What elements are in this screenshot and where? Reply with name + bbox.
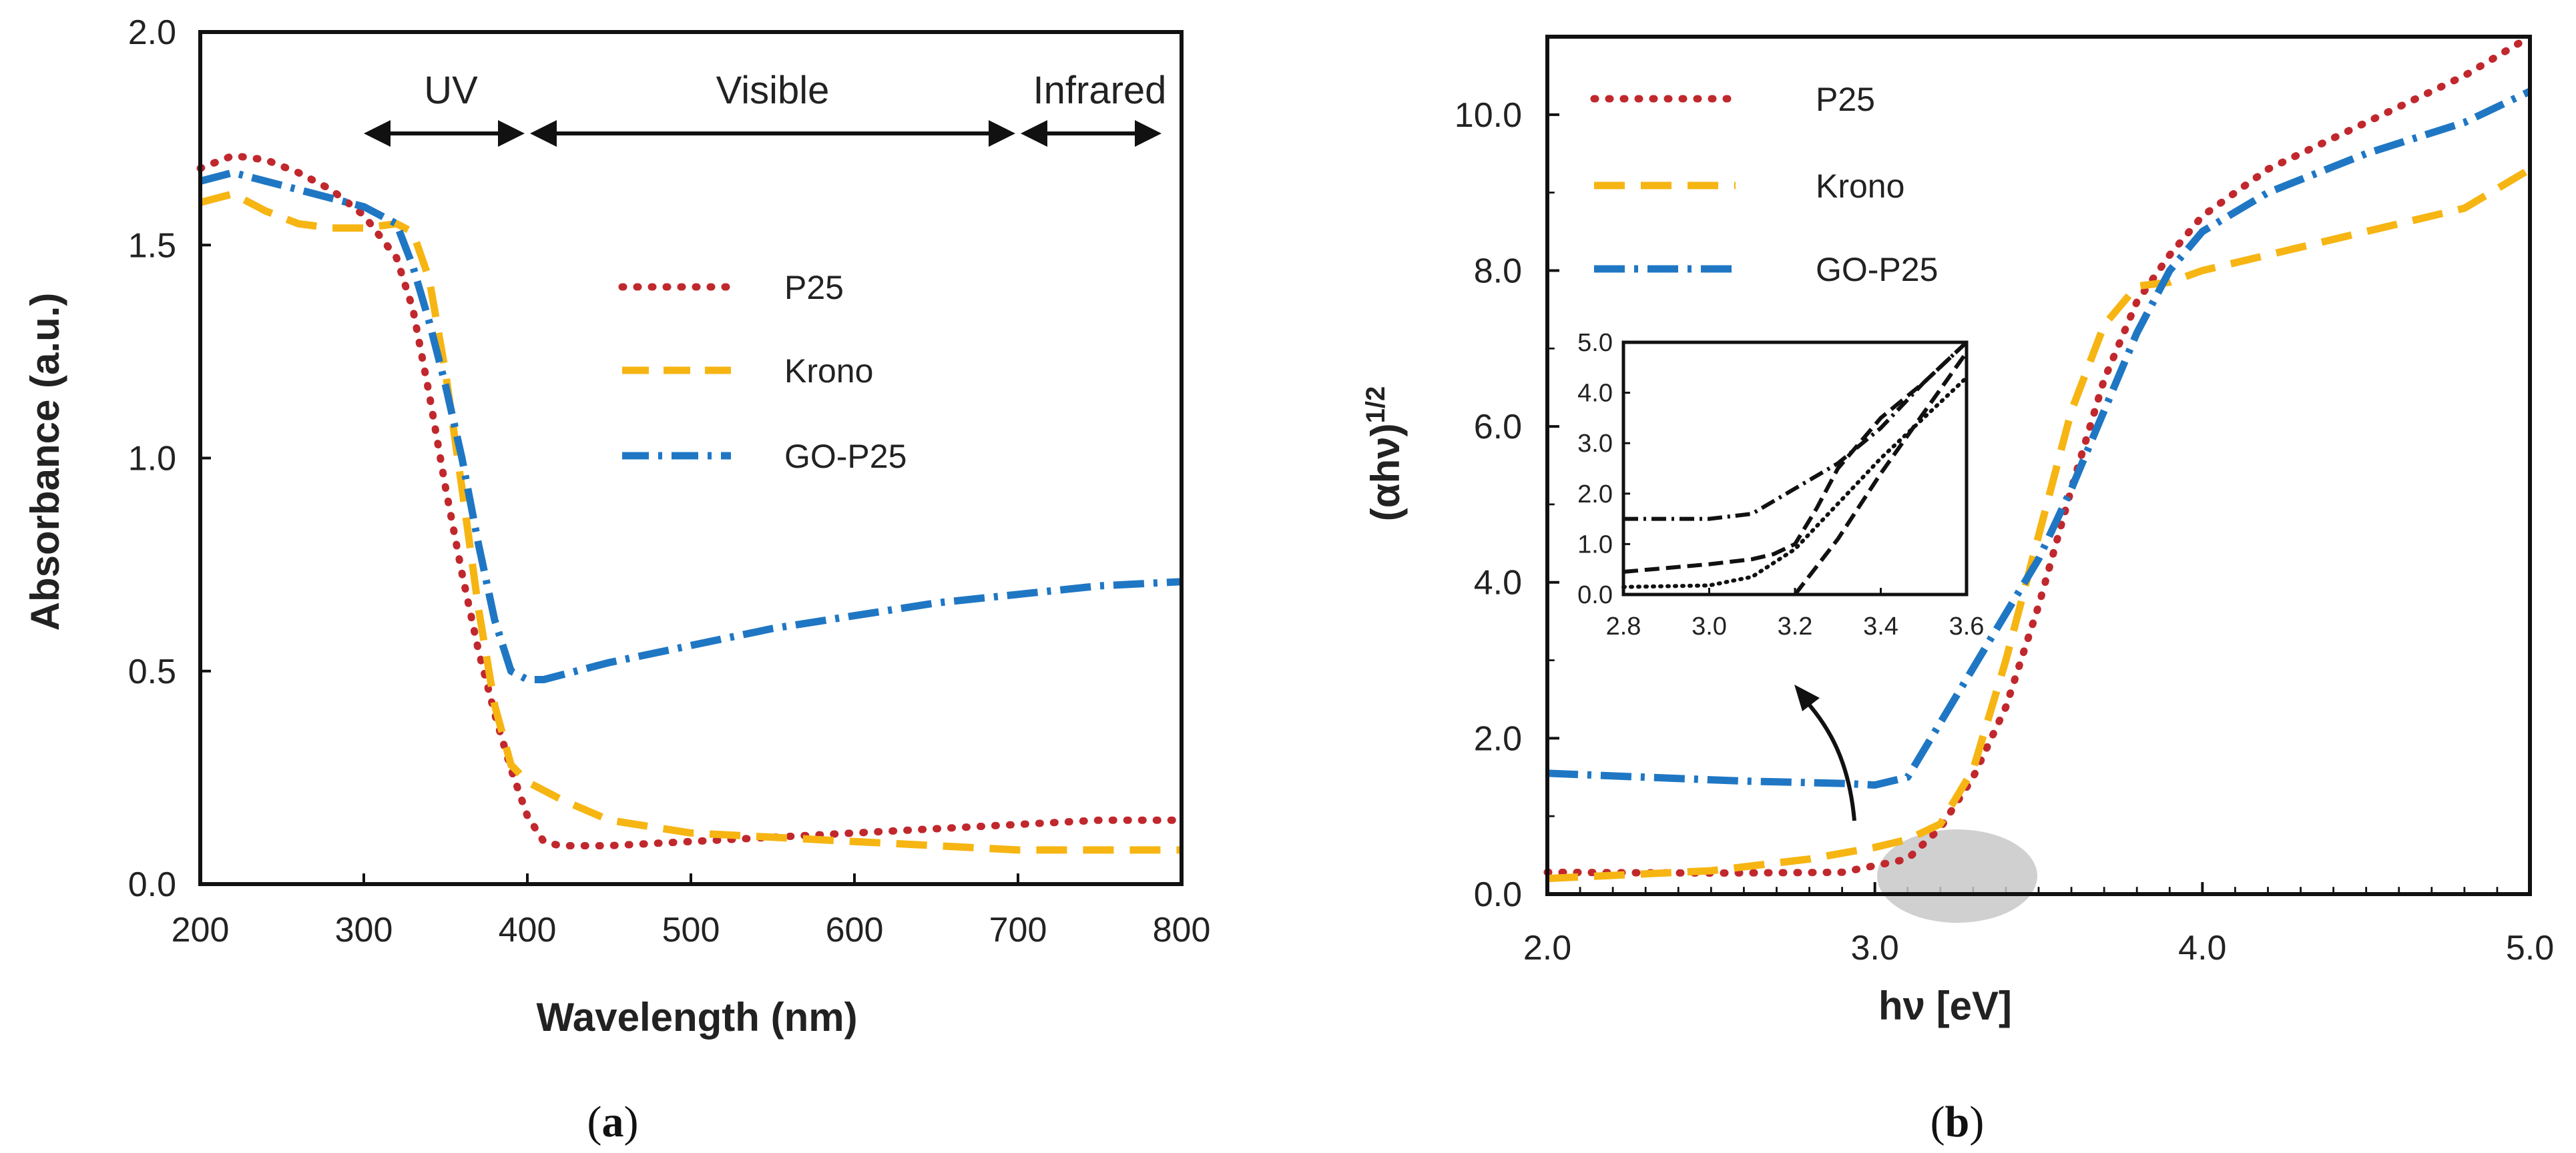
- panel-b-y-axis-label-sup: 1/2: [1361, 386, 1390, 424]
- series-line-krono: [1547, 165, 2532, 883]
- x-tick-label: 3.6: [1949, 613, 1985, 641]
- series-line-steep: [1793, 351, 1969, 596]
- panel-a-y-axis-label: Absorbance (a.u.): [23, 293, 67, 631]
- y-tick-label: 0.0: [128, 865, 176, 904]
- panel-a-tick-labels: 200 300 400 500 600 700 800 0.0 0.5 1.0 1.5 2.0: [128, 13, 1211, 949]
- panel-b-caption: (b): [1930, 1098, 1985, 1146]
- x-tick-label: 700: [989, 911, 1047, 949]
- y-tick-label: 0.0: [1577, 581, 1613, 609]
- region-label-infrared: Infrared: [1033, 69, 1167, 112]
- y-tick-label: 0.0: [1474, 875, 1522, 914]
- x-tick-label: 5.0: [2506, 929, 2554, 968]
- y-tick-label: 6.0: [1474, 408, 1522, 446]
- x-tick-label: 300: [335, 911, 393, 949]
- panel-b-tick-labels: 2.0 3.0 4.0 5.00.02.04.06.08.010.0: [1455, 96, 2554, 968]
- y-tick-label: 8.0: [1474, 252, 1522, 290]
- panel-a-frame: [198, 30, 1184, 886]
- y-tick-label: 1.5: [128, 226, 176, 265]
- y-tick-label: 0.5: [128, 653, 176, 691]
- panel-a-series: [196, 151, 1186, 854]
- y-tick-label: 2.0: [1474, 719, 1522, 758]
- region-arrow-head-right: [989, 120, 1015, 147]
- series-line-krono: [199, 190, 1182, 854]
- panel-a-caption: (a): [587, 1098, 639, 1146]
- series-line-go-p25: [1623, 340, 1969, 521]
- legend-go-p25-label: GO-P25: [784, 438, 907, 475]
- panel-b-series: [1543, 33, 2534, 883]
- region-arrow-head-left: [530, 120, 557, 147]
- y-tick-label: 5.0: [1577, 329, 1613, 357]
- panel-a-legend: P25 Krono GO-P25: [618, 269, 907, 475]
- series-line-p25: [1621, 375, 1969, 589]
- series-line-go-p25: [199, 169, 1182, 683]
- legend-krono-label: Krono: [1816, 167, 1904, 205]
- series-line-go-p25: [1547, 87, 2532, 789]
- y-tick-label: 2.0: [1577, 480, 1613, 508]
- y-tick-label: 3.0: [1577, 430, 1613, 458]
- panel-b-caption-letter: b: [1945, 1098, 1970, 1146]
- inset-background: [1623, 342, 1967, 595]
- x-tick-label: 3.2: [1778, 613, 1813, 641]
- y-tick-label: 4.0: [1577, 380, 1613, 408]
- series-line-krono: [1623, 340, 1969, 574]
- region-arrow-head-right: [498, 120, 525, 147]
- region-arrow-head-right: [1135, 120, 1162, 147]
- x-tick-label: 3.4: [1863, 613, 1898, 641]
- panel-a-x-axis-label: Wavelength (nm): [536, 995, 857, 1040]
- legend-p25-label: P25: [784, 269, 844, 306]
- y-tick-label: 4.0: [1474, 564, 1522, 603]
- panel-b-legend: P25 Krono GO-P25: [1590, 81, 1938, 288]
- panel-b-x-axis-label: hν [eV]: [1878, 984, 2012, 1028]
- inset-series: [1621, 340, 1969, 596]
- region-arrow-head-left: [364, 120, 391, 147]
- inset-frame: [1621, 340, 1969, 597]
- panel-b-inset: 2.8 3.0 3.2 3.4 3.6 0.0 1.0 2.0 3.0 4.0 5.0: [1577, 329, 1984, 641]
- panel-b-y-axis-label: (αhν)1/2: [1361, 386, 1408, 521]
- x-tick-label: 3.0: [1851, 929, 1899, 968]
- panel-a: 200 300 400 500 600 700 800 0.0 0.5 1.0 1.5 2.0 UV V…: [23, 13, 1210, 1146]
- panel-a-caption-letter: a: [602, 1098, 624, 1146]
- legend-krono-label: Krono: [784, 352, 873, 390]
- region-label-visible: Visible: [716, 69, 830, 112]
- zoom-arrow-head: [1794, 685, 1820, 711]
- series-line-p25: [196, 151, 1186, 849]
- inset-tick-labels: 2.8 3.0 3.2 3.4 3.6 0.0 1.0 2.0 3.0 4.0 5.0: [1577, 329, 1984, 641]
- y-tick-label: 1.0: [128, 440, 176, 478]
- x-tick-label: 2.0: [1523, 929, 1571, 968]
- panel-b: 2.0 3.0 4.0 5.00.02.04.06.08.010.0 P25 Kron…: [1361, 33, 2554, 1146]
- x-tick-label: 3.0: [1692, 613, 1727, 641]
- y-tick-label: 10.0: [1455, 96, 1522, 135]
- y-tick-label: 1.0: [1577, 530, 1613, 558]
- x-tick-label: 2.8: [1606, 613, 1641, 641]
- region-arrow-head-left: [1021, 120, 1047, 147]
- legend-p25-label: P25: [1816, 81, 1875, 118]
- series-line-p25: [1543, 33, 2534, 877]
- x-tick-label: 600: [826, 911, 884, 949]
- panel-a-regions: UV Visible Infrared: [364, 69, 1166, 147]
- region-label-uv: UV: [424, 69, 478, 112]
- panel-b-y-axis-label-base: (αhν): [1363, 423, 1408, 521]
- legend-go-p25-label: GO-P25: [1816, 251, 1938, 288]
- y-tick-label: 2.0: [128, 13, 176, 52]
- x-tick-label: 200: [172, 911, 230, 949]
- x-tick-label: 500: [662, 911, 720, 949]
- zoom-arrow: [1804, 699, 1856, 821]
- x-tick-label: 400: [499, 911, 557, 949]
- x-tick-label: 800: [1153, 911, 1211, 949]
- panel-b-frame: [1545, 35, 2532, 896]
- x-tick-label: 4.0: [2178, 929, 2226, 968]
- zoom-region-highlight: [1877, 829, 2037, 923]
